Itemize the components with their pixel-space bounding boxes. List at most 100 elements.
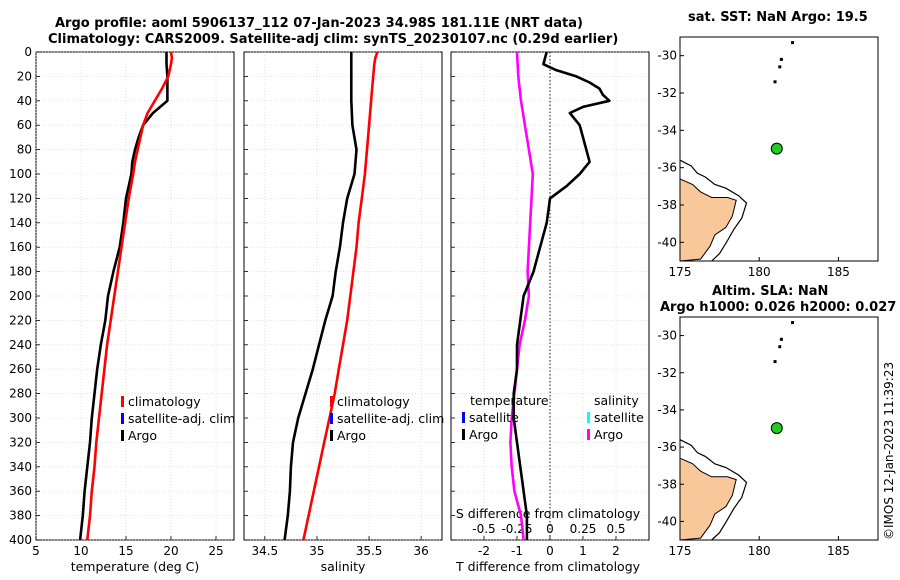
sdiff-xtick-label: -0.25 <box>501 522 532 536</box>
argo-salinity-line <box>283 52 358 541</box>
depth-tick-label: 180 <box>9 265 32 279</box>
depth-tick-label: 140 <box>9 216 32 230</box>
sla-map-xtick-label: 175 <box>669 544 692 558</box>
salinity-legend-climatology-label: climatology <box>337 394 410 409</box>
depth-tick-label: 340 <box>9 460 32 474</box>
sla-map-ytick-label: -34 <box>657 403 677 417</box>
temperature-xtick-label: 15 <box>118 544 133 558</box>
sla-map-land <box>679 457 737 541</box>
depth-tick-label: 40 <box>17 94 32 108</box>
tdiff-legend-argo-swatch <box>462 429 465 440</box>
sla-map-title: Altim. SLA: NaN <box>712 284 829 299</box>
temperature-legend-climatology-label: climatology <box>128 394 201 409</box>
salinity-legend-satellite-swatch <box>330 413 333 424</box>
sst-map-island <box>790 41 794 45</box>
salinity-legend-climatology-swatch <box>330 396 333 407</box>
salinity-xtick-label: 34.5 <box>251 544 278 558</box>
sdiff-legend-satellite-swatch <box>587 412 590 423</box>
depth-tick-label: 20 <box>17 69 32 83</box>
argo-temperature-line <box>78 52 169 541</box>
sla-map-argo-position-marker <box>770 422 783 435</box>
tdiff-xtick-label: -2 <box>478 544 490 558</box>
tdiff-legend-satellite-label: satellite <box>469 410 519 425</box>
depth-tick-label: 320 <box>9 435 32 449</box>
depth-tick-label: 0 <box>24 45 32 59</box>
depth-tick-label: 300 <box>9 411 32 425</box>
sla-map-ytick-label: -40 <box>657 514 677 528</box>
chart-title-line1: Argo profile: aoml 5906137_112 07-Jan-20… <box>55 16 583 31</box>
sst-map-island <box>779 57 783 61</box>
salinity-xtick-label: 36 <box>414 544 429 558</box>
depth-tick-label: 360 <box>9 484 32 498</box>
sdiff-xlabel: S difference from climatology <box>456 506 641 521</box>
depth-tick-label: 100 <box>9 167 32 181</box>
salinity-legend-argo-label: Argo <box>337 428 366 443</box>
temperature-legend-argo-swatch <box>121 430 124 441</box>
sst-map-ytick-label: -34 <box>657 123 677 137</box>
sdiff-xtick-label: 0 <box>546 522 554 536</box>
sst-map-ytick-label: -38 <box>657 198 677 212</box>
sla-map-island <box>779 337 783 341</box>
tdiff-xtick-label: 1 <box>579 544 587 558</box>
climatology-temperature-line <box>86 51 174 541</box>
temperature-legend-climatology-swatch <box>121 396 124 407</box>
tdiff-legend-argo-label: Argo <box>469 427 498 442</box>
sla-map-isobath <box>679 439 748 541</box>
salinity-legend-argo-swatch <box>330 430 333 441</box>
tdiff-xtick-label: -1 <box>511 544 523 558</box>
depth-tick-label: 220 <box>9 313 32 327</box>
tdiff-legend-title: temperature <box>470 393 549 408</box>
sla-map-xtick-label: 180 <box>748 544 771 558</box>
salinity-xtick-label: 35 <box>309 544 324 558</box>
tdiff-xlabel: T difference from climatology <box>455 559 641 574</box>
sla-map-ytick-label: -32 <box>657 366 677 380</box>
sdiff-xtick-label: 0.5 <box>606 522 625 536</box>
sst-map-xtick-label: 175 <box>669 265 692 279</box>
sdiff-legend-argo-swatch <box>587 429 590 440</box>
sst-map-island <box>778 65 782 69</box>
climatology-salinity-line <box>302 51 379 541</box>
sdiff-xtick-label: 0.25 <box>570 522 597 536</box>
sst-map-title: sat. SST: NaN Argo: 19.5 <box>688 10 868 25</box>
depth-tick-label: 60 <box>17 118 32 132</box>
sst-map-xtick-label: 185 <box>827 265 850 279</box>
sla-map-island <box>773 360 777 364</box>
sst-map-island <box>773 80 777 84</box>
tdiff-xtick-label: 2 <box>612 544 620 558</box>
chart-title-line2: Climatology: CARS2009. Satellite-adj cli… <box>48 32 619 47</box>
temperature-xtick-label: 25 <box>208 544 223 558</box>
temperature-legend-satellite-label: satellite-adj. clim <box>128 411 235 426</box>
sla-map-island <box>790 321 794 325</box>
depth-tick-label: 380 <box>9 509 32 523</box>
depth-tick-label: 240 <box>9 338 32 352</box>
sst-map-isobath <box>679 159 748 262</box>
temperature-xtick-label: 10 <box>73 544 88 558</box>
depth-tick-label: 80 <box>17 143 32 157</box>
salinity-legend-satellite-label: satellite-adj. clim <box>337 411 444 426</box>
sla-map-island <box>778 345 782 349</box>
tdiff-xtick-label: 0 <box>546 544 554 558</box>
sst-map-ytick-label: -30 <box>657 49 677 63</box>
sla-map-ytick-label: -38 <box>657 477 677 491</box>
sdiff-legend-satellite-label: satellite <box>594 410 644 425</box>
sla-map-subtitle: Argo h1000: 0.026 h2000: 0.027 <box>660 300 897 315</box>
temperature-xtick-label: 5 <box>32 544 40 558</box>
tdiff-legend-satellite-swatch <box>462 412 465 423</box>
sla-map-ytick-label: -30 <box>657 329 677 343</box>
argo-temperature-difference-line <box>512 51 611 540</box>
depth-tick-label: 120 <box>9 191 32 205</box>
sst-map-ytick-label: -32 <box>657 86 677 100</box>
sla-map-ytick-label: -36 <box>657 440 677 454</box>
depth-tick-label: 200 <box>9 289 32 303</box>
sst-map-land <box>679 178 737 262</box>
sst-map-xtick-label: 180 <box>748 265 771 279</box>
sdiff-legend-title: salinity <box>594 393 639 408</box>
temperature-xtick-label: 20 <box>163 544 178 558</box>
depth-tick-label: 260 <box>9 362 32 376</box>
sdiff-xtick-label: -0.5 <box>472 522 495 536</box>
sst-map-ytick-label: -36 <box>657 161 677 175</box>
salinity-xlabel: salinity <box>321 559 366 574</box>
depth-tick-label: 400 <box>9 533 32 547</box>
sdiff-legend-argo-label: Argo <box>594 427 623 442</box>
